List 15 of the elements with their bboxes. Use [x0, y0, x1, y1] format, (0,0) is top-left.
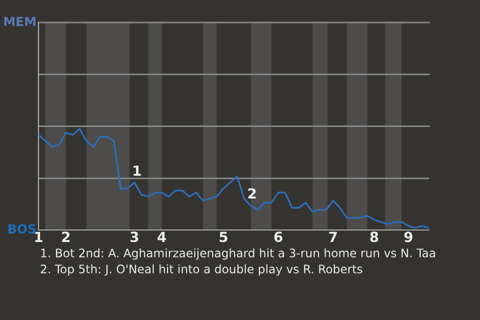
x-tick-label: 4: [158, 232, 166, 242]
x-tick-label: 9: [404, 232, 412, 242]
text: BOS: [8, 224, 36, 234]
x-tick-label: 5: [220, 232, 228, 242]
text: MEM: [4, 16, 36, 26]
annotation: 1: [134, 166, 141, 176]
text: 2. Top 5th: J. O'Neal hit into a double play vs R. Roberts: [40, 264, 362, 276]
x-tick-label: 3: [130, 232, 138, 242]
x-tick-label: 2: [62, 232, 70, 242]
text: 1. Bot 2nd: A. Aghamirzaeijenaghard hit a 3-run home run vs N. Taa: [41, 248, 436, 260]
x-tick-label: 8: [370, 232, 378, 242]
x-tick-label: 1: [35, 232, 42, 242]
x-tick-label: 7: [329, 232, 337, 242]
x-tick-label: 6: [274, 232, 282, 242]
annotation: 2: [248, 188, 256, 199]
